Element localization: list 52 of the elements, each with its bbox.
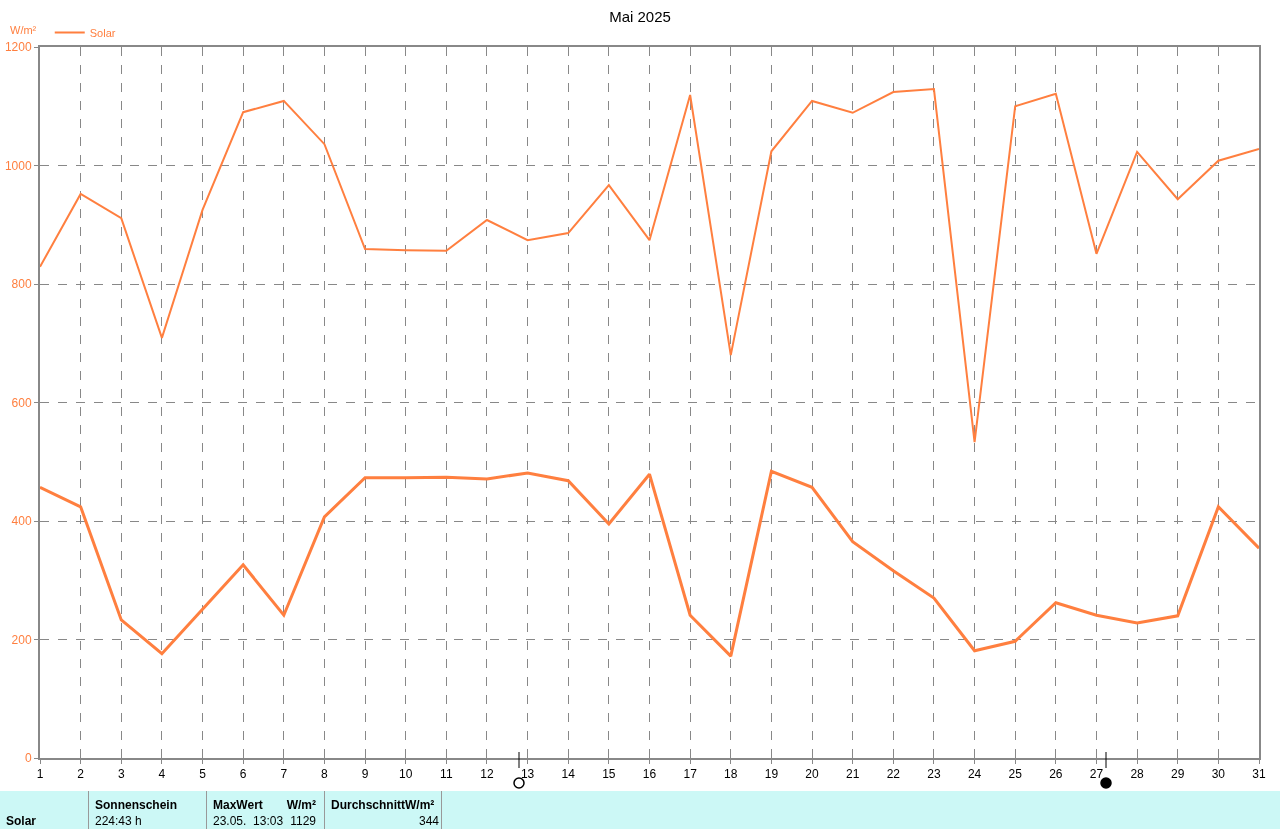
x-tick-label: 27 [1089,767,1104,782]
text: Solar [6,814,37,828]
x-tick-label: 17 [683,767,698,782]
y-axis-title: W/m² [10,24,37,36]
x-tick-label: 20 [805,767,820,782]
x-tick-label: 7 [280,767,288,782]
x-tick-label: 5 [199,767,207,782]
text: 224:43 h [95,814,142,828]
y-tick-label: 400 [11,514,32,529]
x-tick-label: 24 [967,767,982,782]
text: 1129 [290,814,316,828]
x-tick-label: 18 [724,767,738,782]
x-tick-label: 13 [520,767,535,782]
x-tick-label: 21 [845,767,860,782]
line-series [40,469,1259,658]
x-tick-label: 19 [764,767,779,782]
x-tick-label: 16 [642,767,657,782]
text: 344 [418,814,439,828]
x-tick-label: 2 [77,767,85,782]
x-tick-label: 22 [886,767,901,782]
y-tick-label: 600 [11,395,32,410]
x-tick-label: 11 [440,767,453,782]
x-tick-label: 6 [239,767,247,782]
text: MaxWert [213,798,263,812]
y-tick-label: 1000 [4,158,32,173]
legend-label: Solar [89,26,116,39]
text: DurchschnittW/m² [331,798,435,812]
text: 23.05. 13:03 [213,814,284,828]
x-tick-label: 23 [927,767,941,782]
x-tick-label: 31 [1252,767,1266,782]
x-tick-label: 14 [561,767,576,782]
x-tick-label: 30 [1211,767,1226,782]
x-tick-label: 28 [1130,767,1145,782]
x-tick-label: 15 [602,767,616,782]
x-tick-label: 10 [399,767,413,782]
text: W/m² [286,798,316,812]
x-tick-label: 8 [321,767,329,782]
x-tick-label: 3 [117,767,125,782]
x-tick-label: 26 [1049,767,1063,782]
x-tick-label: 12 [480,767,494,782]
y-tick-label: 200 [11,632,32,647]
x-tick-label: 9 [361,767,369,782]
line-series [40,88,1259,444]
text: Sonnenschein [95,798,178,812]
x-tick-label: 29 [1171,767,1185,782]
y-tick-label: 800 [11,277,32,292]
y-tick-label: 0 [24,751,32,766]
x-tick-label: 4 [158,767,166,782]
chart-title: Mai 2025 [609,8,671,26]
y-tick-label: 1200 [4,40,32,55]
x-tick-label: 1 [36,767,44,782]
x-tick-label: 25 [1008,767,1023,782]
